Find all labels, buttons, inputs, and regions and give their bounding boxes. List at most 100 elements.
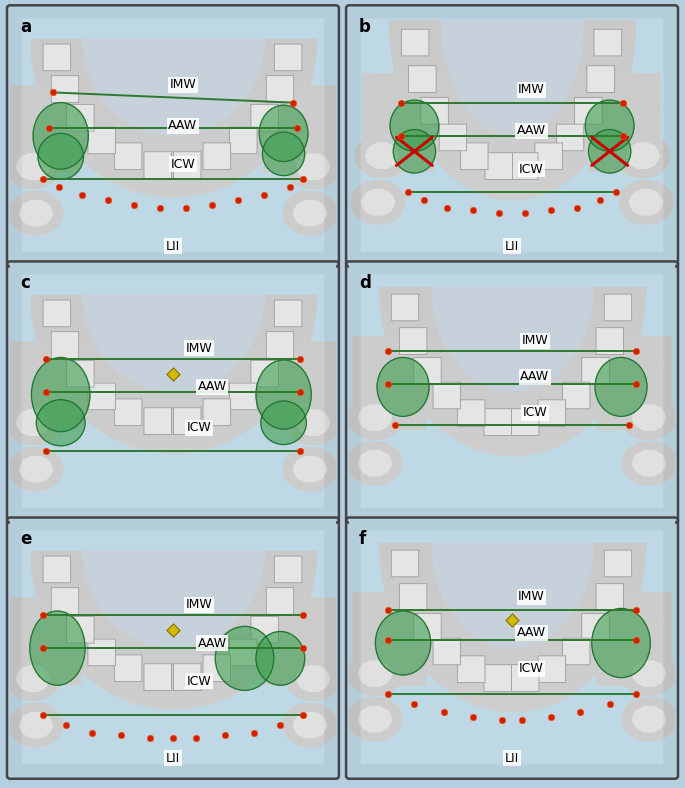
- Point: [167, 368, 178, 381]
- Text: ICW: ICW: [186, 675, 212, 688]
- Point: [409, 698, 420, 711]
- Text: e: e: [20, 530, 32, 548]
- Point: [258, 188, 269, 201]
- Ellipse shape: [377, 358, 429, 416]
- Text: AAW: AAW: [197, 637, 227, 649]
- Point: [37, 608, 48, 621]
- Point: [207, 199, 218, 211]
- Point: [190, 731, 201, 744]
- Ellipse shape: [215, 626, 274, 690]
- Point: [47, 86, 58, 98]
- Text: a: a: [20, 18, 31, 36]
- Point: [497, 714, 508, 727]
- Ellipse shape: [585, 100, 634, 151]
- Point: [396, 130, 407, 143]
- Point: [389, 419, 400, 432]
- Point: [403, 186, 414, 199]
- Text: IMW: IMW: [518, 84, 545, 96]
- Ellipse shape: [588, 129, 631, 173]
- Point: [295, 386, 306, 399]
- Point: [249, 727, 260, 739]
- Point: [630, 688, 641, 701]
- Point: [571, 202, 582, 214]
- Point: [545, 711, 556, 723]
- Text: ICW: ICW: [186, 422, 212, 434]
- Point: [37, 708, 48, 721]
- Ellipse shape: [29, 611, 85, 686]
- Ellipse shape: [393, 129, 436, 173]
- Point: [60, 719, 71, 731]
- Point: [295, 352, 306, 365]
- Text: IMW: IMW: [521, 334, 548, 348]
- Ellipse shape: [33, 102, 88, 169]
- Point: [383, 378, 394, 391]
- Point: [155, 202, 166, 214]
- Point: [383, 345, 394, 358]
- Ellipse shape: [259, 105, 308, 162]
- Text: d: d: [359, 274, 371, 292]
- Point: [232, 194, 244, 206]
- Ellipse shape: [36, 400, 85, 446]
- Point: [40, 352, 51, 365]
- Point: [86, 727, 97, 739]
- Point: [630, 634, 641, 647]
- Point: [595, 194, 606, 206]
- Point: [40, 444, 51, 457]
- Point: [506, 614, 518, 626]
- Text: IMW: IMW: [186, 342, 212, 355]
- Point: [383, 688, 394, 701]
- Point: [441, 202, 452, 214]
- Point: [297, 641, 308, 654]
- Point: [419, 194, 429, 206]
- Point: [493, 206, 504, 219]
- Point: [383, 604, 394, 616]
- Point: [76, 188, 88, 201]
- Point: [519, 206, 530, 219]
- Point: [219, 729, 230, 742]
- Point: [396, 96, 407, 109]
- Text: b: b: [359, 18, 371, 36]
- Text: IMW: IMW: [186, 598, 212, 611]
- Ellipse shape: [595, 358, 647, 416]
- Point: [103, 194, 114, 206]
- Point: [617, 96, 628, 109]
- Text: IMW: IMW: [518, 590, 545, 604]
- Text: ICW: ICW: [171, 158, 195, 170]
- Ellipse shape: [256, 631, 305, 686]
- Ellipse shape: [262, 132, 305, 176]
- Point: [383, 634, 394, 647]
- Point: [545, 204, 556, 217]
- Text: AAW: AAW: [197, 381, 227, 393]
- Point: [37, 173, 48, 186]
- Ellipse shape: [592, 608, 650, 678]
- Ellipse shape: [390, 100, 439, 151]
- Point: [467, 204, 478, 217]
- Text: ICW: ICW: [519, 163, 544, 176]
- Point: [53, 181, 64, 194]
- Point: [291, 122, 302, 135]
- Point: [438, 706, 449, 719]
- Text: ICW: ICW: [523, 406, 547, 419]
- Point: [275, 719, 286, 731]
- Text: c: c: [20, 274, 30, 292]
- Point: [115, 729, 127, 742]
- Point: [516, 714, 527, 727]
- Text: AAW: AAW: [520, 370, 549, 383]
- Text: LII: LII: [166, 752, 180, 764]
- Point: [284, 181, 295, 194]
- Point: [288, 96, 299, 109]
- Text: IMW: IMW: [169, 78, 196, 91]
- Point: [297, 173, 308, 186]
- Text: AAW: AAW: [517, 125, 546, 137]
- Point: [40, 386, 51, 399]
- Ellipse shape: [38, 133, 84, 180]
- Ellipse shape: [261, 401, 306, 444]
- Point: [630, 378, 641, 391]
- Point: [604, 698, 615, 711]
- Point: [630, 345, 641, 358]
- Point: [611, 186, 622, 199]
- Ellipse shape: [32, 358, 90, 432]
- Text: AAW: AAW: [168, 119, 197, 132]
- Point: [617, 130, 628, 143]
- Point: [630, 604, 641, 616]
